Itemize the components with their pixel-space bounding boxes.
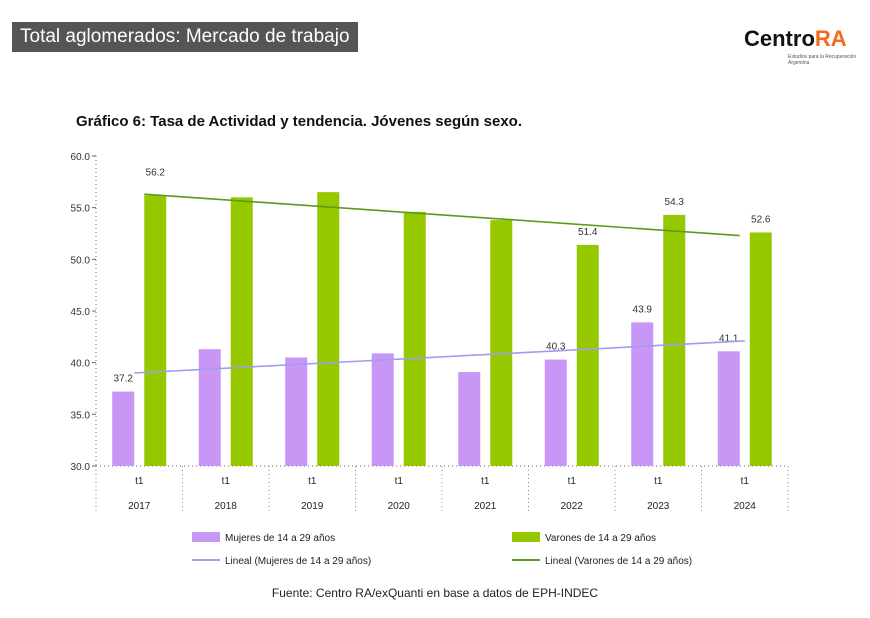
x-category-label: 2024 bbox=[734, 501, 757, 512]
y-tick-label: 55.0 bbox=[71, 204, 91, 215]
x-subcategory-label: t1 bbox=[222, 476, 231, 487]
bar-mujeres bbox=[112, 391, 135, 466]
bar-mujeres bbox=[631, 322, 654, 466]
y-tick-label: 45.0 bbox=[71, 307, 91, 318]
x-subcategory-label: t1 bbox=[135, 476, 144, 487]
y-tick-label: 60.0 bbox=[71, 152, 91, 163]
bar-varones bbox=[490, 220, 513, 466]
x-category-label: 2018 bbox=[215, 501, 238, 512]
x-subcategory-label: t1 bbox=[481, 476, 490, 487]
section-header: Total aglomerados: Mercado de trabajo bbox=[12, 22, 358, 52]
legend-swatch bbox=[512, 532, 540, 542]
centro-ra-logo: CentroRA Estudios para la Recuperación A… bbox=[740, 20, 860, 70]
bar-varones bbox=[663, 214, 686, 466]
bar-varones bbox=[576, 244, 599, 466]
x-subcategory-label: t1 bbox=[308, 476, 317, 487]
logo-accent: RA bbox=[814, 26, 847, 51]
data-label: 43.9 bbox=[633, 304, 653, 315]
x-category-label: 2022 bbox=[561, 501, 584, 512]
x-subcategory-label: t1 bbox=[395, 476, 404, 487]
bar-mujeres bbox=[371, 353, 394, 466]
source-note: Fuente: Centro RA/exQuanti en base a dat… bbox=[271, 586, 599, 600]
y-tick-label: 30.0 bbox=[71, 462, 91, 473]
data-label: 56.2 bbox=[146, 167, 166, 178]
x-category-label: 2023 bbox=[647, 501, 670, 512]
x-subcategory-label: t1 bbox=[741, 476, 750, 487]
legend-label: Lineal (Mujeres de 14 a 29 años) bbox=[225, 556, 371, 567]
data-label: 52.6 bbox=[751, 214, 771, 225]
y-tick-label: 50.0 bbox=[71, 255, 91, 266]
y-tick-label: 35.0 bbox=[71, 410, 91, 421]
data-label: 37.2 bbox=[114, 374, 134, 385]
logo-tagline: Estudios para la Recuperación Argentina bbox=[788, 54, 857, 66]
bar-varones bbox=[403, 211, 426, 466]
x-category-label: 2020 bbox=[388, 501, 411, 512]
data-label: 51.4 bbox=[578, 227, 598, 238]
legend-label: Varones de 14 a 29 años bbox=[545, 533, 656, 544]
data-label: 40.3 bbox=[546, 342, 566, 353]
bar-mujeres bbox=[198, 349, 221, 466]
chart-title: Gráfico 6: Tasa de Actividad y tendencia… bbox=[76, 113, 522, 130]
bar-varones bbox=[144, 195, 167, 466]
x-subcategory-label: t1 bbox=[654, 476, 663, 487]
bar-varones bbox=[317, 192, 340, 466]
legend-swatch bbox=[192, 532, 220, 542]
bar-mujeres bbox=[285, 357, 308, 466]
bar-varones bbox=[749, 232, 772, 466]
trendline-varones bbox=[144, 193, 740, 237]
x-category-label: 2017 bbox=[128, 501, 151, 512]
y-tick-label: 40.0 bbox=[71, 359, 91, 370]
legend-label: Lineal (Varones de 14 a 29 años) bbox=[545, 556, 692, 567]
logo-main: Centro bbox=[744, 26, 815, 51]
trendline-mujeres bbox=[134, 340, 745, 374]
bar-mujeres bbox=[544, 359, 567, 466]
data-label: 54.3 bbox=[665, 197, 685, 208]
bar-mujeres bbox=[458, 371, 481, 466]
x-category-label: 2019 bbox=[301, 501, 324, 512]
bar-varones bbox=[230, 197, 253, 467]
x-category-label: 2021 bbox=[474, 501, 497, 512]
bar-mujeres bbox=[717, 351, 740, 466]
data-label: 41.1 bbox=[719, 333, 739, 344]
legend-label: Mujeres de 14 a 29 años bbox=[225, 533, 335, 544]
x-subcategory-label: t1 bbox=[568, 476, 577, 487]
